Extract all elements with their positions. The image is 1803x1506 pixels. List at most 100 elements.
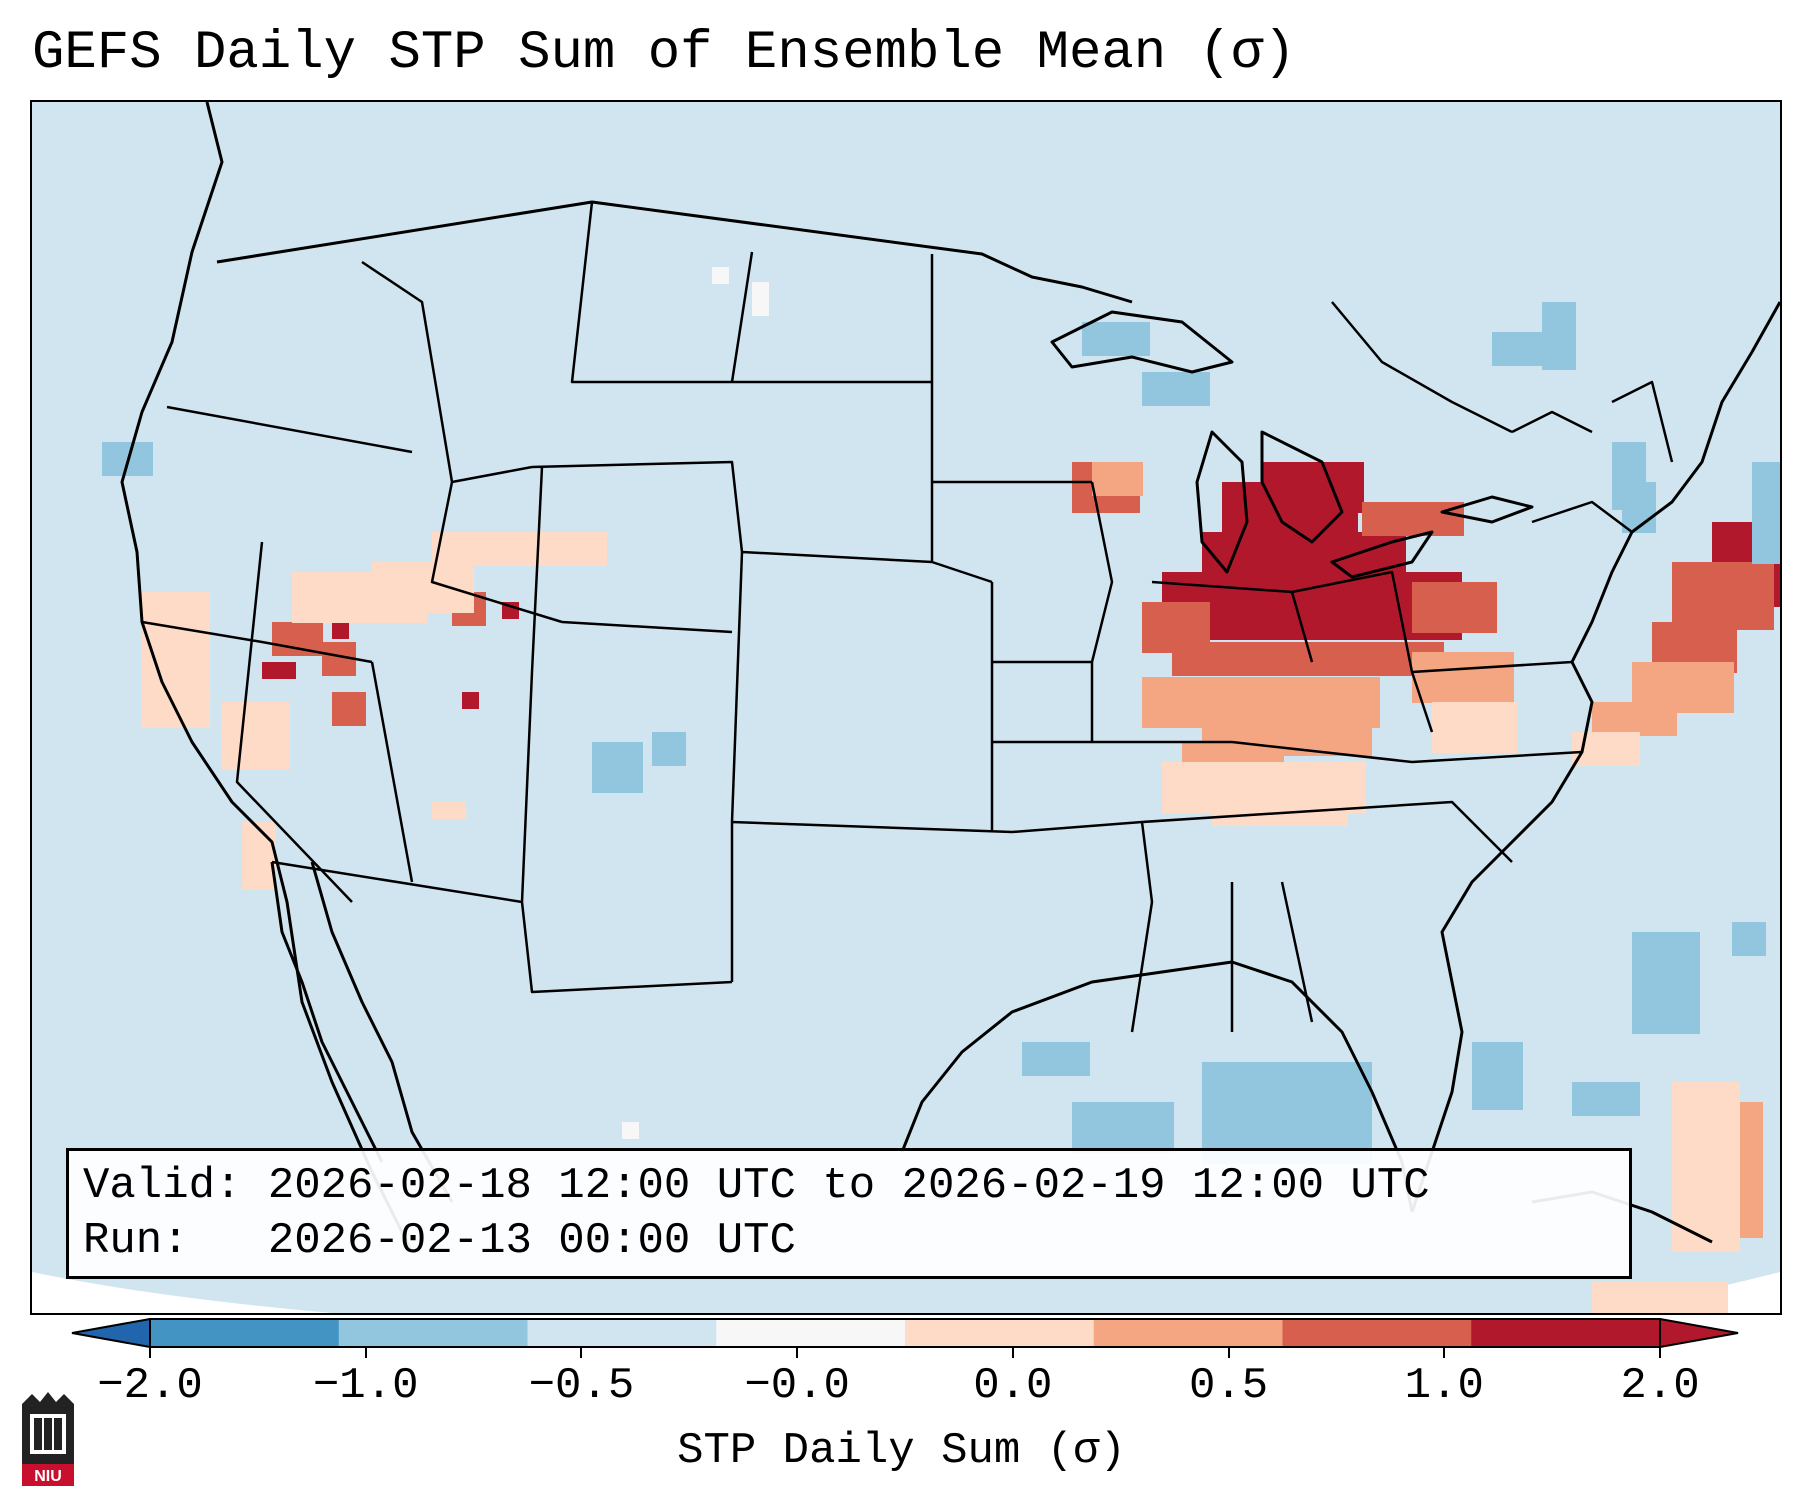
anomaly-cell [1222, 499, 1239, 516]
anomaly-cell [1660, 719, 1677, 736]
anomaly-cell [389, 596, 406, 613]
anomaly-cell [1683, 679, 1700, 696]
colorbar-segment [1282, 1319, 1472, 1347]
anomaly-cell [1492, 332, 1509, 349]
anomaly-cell [1752, 513, 1769, 530]
stp-anomaly-map [32, 102, 1780, 1313]
anomaly-cell [1123, 496, 1140, 513]
anomaly-cell [1500, 736, 1517, 753]
anomaly-cell [1338, 532, 1355, 549]
colorbar-segment [1093, 1319, 1283, 1347]
anomaly-cell [1321, 722, 1338, 739]
anomaly-cell [332, 709, 349, 726]
anomaly-cell [1446, 582, 1463, 599]
anomaly-cell [1686, 639, 1703, 656]
anomaly-cell [1480, 599, 1497, 616]
anomaly-cell [239, 753, 256, 770]
anomaly-cell [222, 719, 239, 736]
anomaly-cell [1672, 1167, 1689, 1184]
anomaly-cell [1230, 589, 1247, 606]
anomaly-cell [1270, 1096, 1287, 1113]
anomaly-cell [176, 660, 193, 677]
anomaly-cell [1703, 622, 1720, 639]
anomaly-cell [1193, 636, 1210, 653]
anomaly-cell [1723, 579, 1740, 596]
anomaly-cell [1706, 1082, 1723, 1099]
anomaly-cell [1159, 602, 1176, 619]
anomaly-cell [1752, 496, 1769, 513]
anomaly-cell [1472, 1059, 1489, 1076]
anomaly-cell [1176, 711, 1193, 728]
anomaly-cell [1176, 694, 1193, 711]
anomaly-cell [1632, 983, 1649, 1000]
anomaly-cell [406, 579, 423, 596]
niu-logo: NIU [22, 1392, 74, 1486]
anomaly-cell [1362, 502, 1379, 519]
anomaly-cell [1359, 659, 1376, 676]
anomaly-cell [1711, 1299, 1728, 1313]
anomaly-cell [609, 742, 626, 759]
colorbar-tick-mark [1227, 1348, 1230, 1358]
anomaly-cell [1082, 339, 1099, 356]
anomaly-cell [1639, 482, 1656, 499]
anomaly-cell [1331, 809, 1348, 826]
anomaly-cell [273, 753, 290, 770]
anomaly-cell [1321, 1079, 1338, 1096]
anomaly-cell [1099, 322, 1116, 339]
anomaly-cell [193, 626, 210, 643]
colorbar-tick-mark [796, 1348, 799, 1358]
anomaly-cell [1338, 1113, 1355, 1130]
anomaly-cell [1236, 1096, 1253, 1113]
run-value: 2026-02-13 00:00 UTC [267, 1216, 796, 1266]
anomaly-cell [1279, 462, 1296, 479]
anomaly-cell [1227, 677, 1244, 694]
anomaly-cell [1247, 589, 1264, 606]
anomaly-cell [1377, 589, 1394, 606]
anomaly-cell [1643, 1299, 1660, 1313]
anomaly-cell [1092, 462, 1109, 479]
anomaly-cell [1606, 1082, 1623, 1099]
anomaly-cell [1632, 932, 1649, 949]
anomaly-cell [432, 802, 449, 819]
anomaly-cell [256, 702, 273, 719]
colorbar-tick-label: 2.0 [1620, 1361, 1700, 1411]
anomaly-cell [1355, 722, 1372, 739]
anomaly-cell [1329, 694, 1346, 711]
anomaly-cell [1159, 619, 1176, 636]
anomaly-cell [1159, 636, 1176, 653]
anomaly-cell [1202, 532, 1219, 549]
anomaly-cell [1261, 677, 1278, 694]
colorbar-outline [149, 1318, 1661, 1348]
anomaly-cell [1746, 1204, 1763, 1221]
anomaly-cell [1213, 606, 1230, 623]
anomaly-cell [1312, 677, 1329, 694]
anomaly-cell [1140, 1102, 1157, 1119]
anomaly-cell [1142, 372, 1159, 389]
anomaly-cell [1206, 659, 1223, 676]
anomaly-cell [1219, 1113, 1236, 1130]
anomaly-cell [1430, 519, 1447, 536]
anomaly-cell [1287, 1096, 1304, 1113]
anomaly-cell [590, 532, 607, 549]
anomaly-cell [1281, 779, 1298, 796]
anomaly-cell [1193, 602, 1210, 619]
anomaly-cell [1413, 519, 1430, 536]
anomaly-cell [1526, 332, 1543, 349]
anomaly-cell [1669, 622, 1686, 639]
run-label: Run: [83, 1216, 189, 1266]
anomaly-cell [1706, 1218, 1723, 1235]
anomaly-cell [1492, 349, 1509, 366]
anomaly-cell [1672, 596, 1689, 613]
anomaly-cell [256, 736, 273, 753]
anomaly-cell [1329, 677, 1346, 694]
anomaly-cell [1176, 619, 1193, 636]
anomaly-cell [1749, 922, 1766, 939]
anomaly-cell [1072, 1102, 1089, 1119]
anomaly-cell [1449, 736, 1466, 753]
anomaly-cell [142, 677, 159, 694]
map-panel[interactable] [30, 100, 1782, 1315]
anomaly-cell [1626, 719, 1643, 736]
anomaly-cell [1159, 677, 1176, 694]
anomaly-cell [1179, 796, 1196, 813]
anomaly-cell [1247, 606, 1264, 623]
